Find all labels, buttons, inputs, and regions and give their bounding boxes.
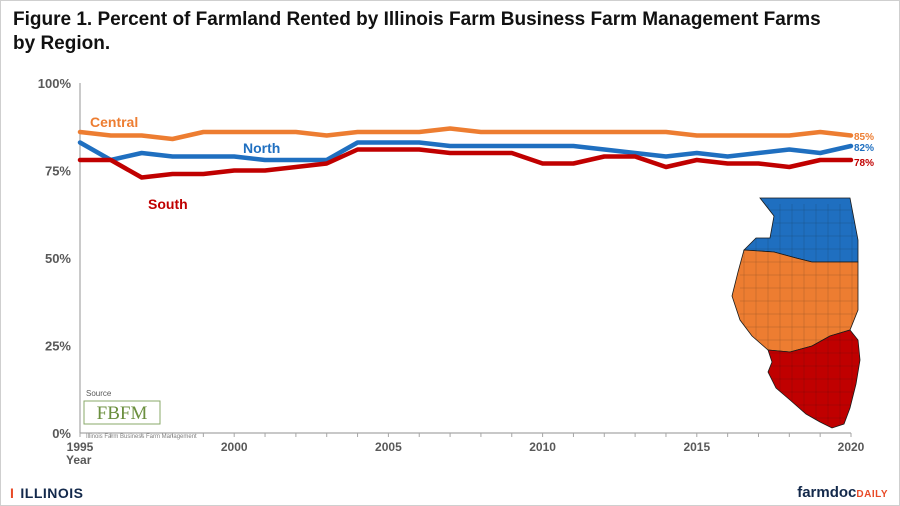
x-axis-label: Year xyxy=(66,453,92,467)
map-region-south xyxy=(767,329,861,429)
series-line-south xyxy=(77,147,854,180)
farmdoc-daily-logo: farmdocDAILY xyxy=(797,484,888,501)
source-label: Source xyxy=(86,389,112,398)
series-label-central: Central xyxy=(90,114,138,130)
source-org-text: Illinois Farm Business Farm Management xyxy=(86,434,197,440)
chart-title-line-1: Figure 1. Percent of Farmland Rented by … xyxy=(13,9,821,30)
illinois-i-mark-icon: I xyxy=(10,485,15,501)
x-tick-label: 1995 xyxy=(67,440,94,454)
series-line-north xyxy=(77,140,854,163)
chart-series xyxy=(77,126,854,180)
end-value-label-central: 85% xyxy=(854,132,874,143)
series-label-north: North xyxy=(243,140,280,156)
x-tick-label: 2000 xyxy=(221,440,248,454)
end-value-label-south: 78% xyxy=(854,158,874,169)
chart-title-line-2: by Region. xyxy=(13,33,111,54)
illinois-region-map xyxy=(731,197,861,429)
y-tick-label: 50% xyxy=(45,251,71,266)
series-line-central xyxy=(77,126,854,142)
x-tick-label: 2005 xyxy=(375,440,402,454)
chart-labels: Central North South 85%82% 78% xyxy=(90,114,874,212)
y-tick-label: 25% xyxy=(45,339,71,354)
x-tick-label: 2010 xyxy=(529,440,556,454)
x-tick-label: 2015 xyxy=(683,440,710,454)
series-label-south: South xyxy=(148,196,188,212)
y-tick-label: 0% xyxy=(52,426,71,441)
source-block: Source FBFM Illinois Farm Business Farm … xyxy=(83,389,197,440)
chart-title: Figure 1. Percent of Farmland Rented by … xyxy=(13,8,883,56)
x-tick-label: 2020 xyxy=(838,440,865,454)
farmdoc-text: farmdoc xyxy=(797,484,857,501)
chart-axes: 0% 25% 50% 75% 100% 1995 2000 2005 2010 2015 2020 Y… xyxy=(38,76,865,467)
fbfm-logo: FBFM xyxy=(97,403,148,424)
illinois-footer-text: ILLINOIS xyxy=(20,485,84,501)
y-tick-label: 75% xyxy=(45,164,71,179)
end-value-label-north: 82% xyxy=(854,143,874,154)
illinois-footer-logo: I ILLINOIS xyxy=(10,485,84,501)
y-tick-label: 100% xyxy=(38,76,72,91)
fbfm-logo-box xyxy=(83,400,161,425)
daily-text: DAILY xyxy=(856,489,888,500)
